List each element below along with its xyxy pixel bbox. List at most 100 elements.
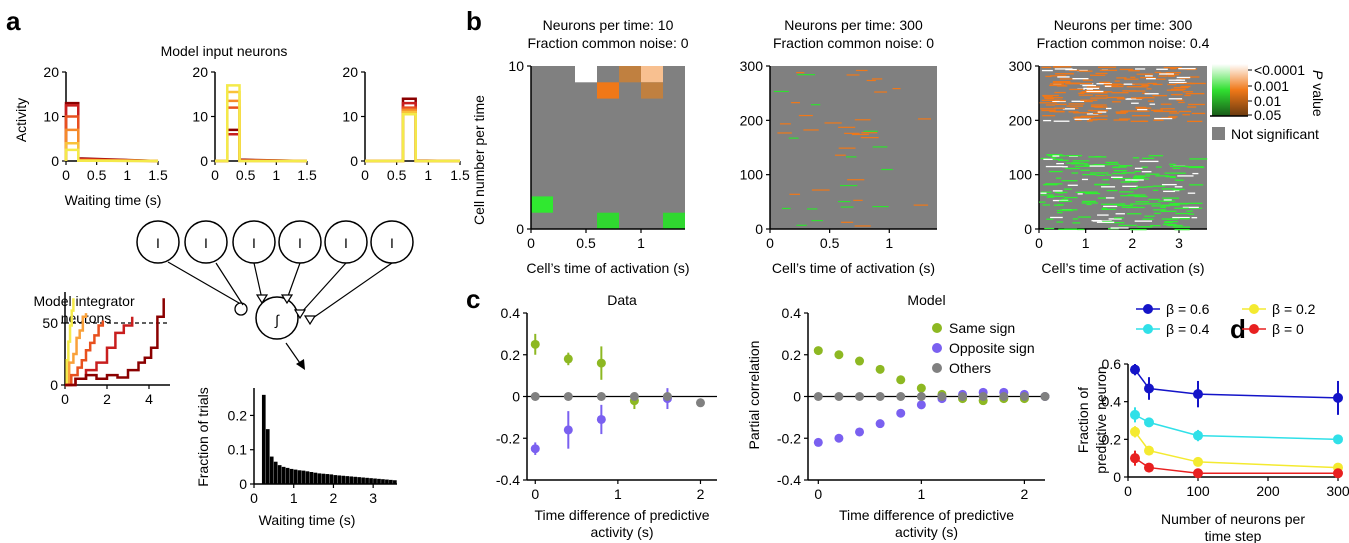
b3-streak-381 (1134, 170, 1142, 173)
colorbar-axis-label-value: value (1310, 79, 1326, 117)
b3-streak-305 (1060, 209, 1078, 211)
b3-streak-263 (1174, 228, 1190, 231)
a-network-line-exc-3 (309, 262, 393, 321)
a-input-0-y-tick-label-0: 0 (51, 153, 59, 169)
a-integrator-x-tick-label-0: 0 (61, 391, 69, 407)
d-point-1-3 (1333, 434, 1343, 445)
b3-streak-124 (1171, 93, 1181, 96)
b2-streak-2 (861, 132, 878, 134)
b3-streak-157 (1170, 68, 1177, 70)
b3-streak-322 (1080, 169, 1090, 171)
b1-cell-0 (575, 66, 597, 83)
b3-streak-231 (1187, 192, 1196, 194)
b3-streak-136 (1068, 82, 1081, 84)
b3-streak-309 (1190, 207, 1203, 209)
b1-x-tick-label-1: 0.5 (576, 235, 596, 251)
b3-streak-141 (1069, 69, 1080, 72)
c-data-point-0-1 (563, 354, 573, 364)
b3-streak-60 (1131, 115, 1150, 117)
b3-streak-20 (1054, 91, 1066, 94)
a-input-1-y-tick-label-0: 0 (200, 153, 208, 169)
b3-streak-256 (1082, 173, 1097, 176)
c-model-point-1-5 (916, 400, 926, 410)
b2-streak-44 (854, 225, 871, 227)
a-input-0-x-tick-label-0: 0 (62, 167, 70, 183)
a-hist-bar-29 (369, 478, 373, 484)
colorbar-axis-label: P value (1310, 70, 1326, 117)
b3-streak-414 (1131, 179, 1144, 181)
c-model-point-2-10 (1019, 392, 1029, 401)
b3-streak-205 (1057, 85, 1068, 87)
c-data-point-2-0 (530, 392, 540, 401)
c-model-point-2-9 (999, 392, 1009, 401)
b3-streak-98 (1191, 112, 1206, 115)
d-point-3-1 (1144, 462, 1154, 473)
b3-streak-219 (1105, 197, 1115, 199)
a-network-input-label-2: I (252, 235, 256, 251)
d-point-2-0 (1130, 426, 1140, 437)
b1-subtitle: Fraction common noise: 0 (527, 35, 688, 51)
b3-streak-208 (1052, 80, 1071, 83)
b3-streak-316 (1106, 174, 1112, 176)
b3-streak-266 (1105, 221, 1125, 224)
d-point-0-0 (1130, 364, 1140, 375)
a-hist-y-tick-label-1: 0.1 (228, 442, 248, 458)
b3-streak-298 (1148, 155, 1163, 157)
b3-streak-181 (1039, 102, 1057, 104)
a-hist-y-tick-label-0: 0 (239, 476, 247, 492)
b3-x-tick-label-1: 1 (1082, 235, 1090, 251)
panel-label-a: a (6, 6, 21, 36)
a-input-xlabel: Waiting time (s) (65, 192, 162, 208)
d-line-1 (1134, 414, 1339, 441)
a-integrator-trace-0 (65, 298, 75, 387)
b3-streak-38 (1120, 110, 1136, 112)
b3-streak-214 (1129, 228, 1147, 231)
a-hist-bar-20 (333, 475, 338, 484)
d-legend-marker-3 (1249, 324, 1259, 334)
a-network-input-label-1: I (204, 235, 208, 251)
b3-streak-35 (1097, 115, 1108, 117)
a-input-1-y-tick-label-2: 20 (192, 64, 208, 80)
b3-streak-189 (1083, 87, 1100, 90)
b2-streak-31 (779, 123, 791, 125)
a-hist-bar-23 (345, 476, 350, 484)
b3-streak-23 (1139, 97, 1155, 99)
b3-streak-370 (1132, 157, 1140, 159)
b3-streak-28 (1169, 112, 1180, 114)
b1-cell-7 (663, 212, 685, 229)
c-model-point-1-3 (875, 419, 885, 429)
b3-streak-140 (1088, 119, 1098, 121)
a-input-2-trace-5 (365, 113, 460, 163)
b2-streak-24 (840, 206, 854, 208)
b3-streak-164 (1068, 111, 1079, 113)
b3-streak-54 (1085, 89, 1101, 92)
b3-streak-143 (1082, 79, 1093, 81)
b3-streak-357 (1107, 163, 1120, 165)
b3-streak-222 (1160, 210, 1177, 212)
a-input-0-trace-1 (64, 104, 159, 163)
b2-y-tick-label-2: 200 (740, 112, 764, 128)
a-hist-bar-17 (321, 473, 326, 484)
a-network-arrowhead-0 (255, 294, 269, 305)
a-input-0-trace-2 (64, 115, 159, 163)
b3-streak-330 (1179, 218, 1190, 220)
b2-streak-12 (863, 130, 878, 132)
colorbar-tick-label-1: 0.001 (1254, 78, 1289, 94)
a-hist-x-tick-label-1: 1 (290, 490, 298, 506)
a-input-2-y-tick-label-0: 0 (350, 153, 358, 169)
b1-ylabel: Cell number per time (471, 95, 487, 225)
b2-streak-29 (853, 199, 863, 201)
b1-cell-3 (597, 82, 619, 99)
b3-streak-216 (1113, 169, 1127, 172)
b3-streak-350 (1053, 204, 1063, 206)
b3-streak-34 (1160, 103, 1172, 105)
b3-streak-114 (1141, 84, 1150, 87)
b2-streak-36 (881, 168, 893, 171)
a-hist-bar-25 (353, 476, 357, 484)
b3-streak-182 (1185, 92, 1205, 95)
a-hist-bar-11 (297, 470, 302, 484)
c-model-point-1-0 (813, 437, 823, 447)
a-input-0-y-tick-label-1: 10 (43, 109, 59, 125)
b3-streak-172 (1086, 90, 1104, 93)
d-y-tick-label-1: 0.2 (1102, 431, 1122, 447)
